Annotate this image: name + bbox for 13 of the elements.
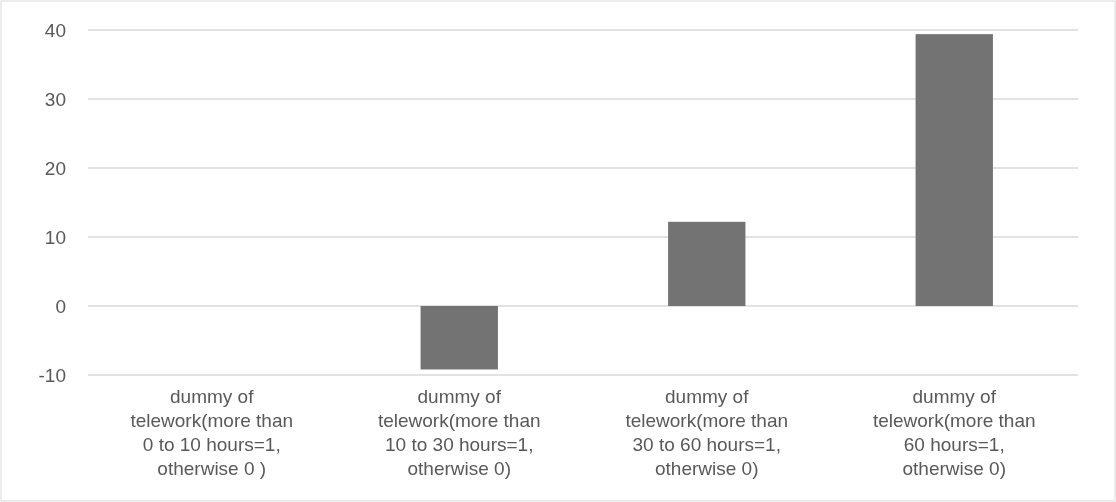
bar [420, 306, 498, 370]
x-tick-label: dummy of telework(more than 0 to 10 hours=1, otherwise 0 ) [130, 386, 294, 479]
y-tick-label: 20 [44, 157, 66, 179]
y-tick-label: 40 [44, 19, 66, 41]
y-tick-label: 30 [44, 88, 66, 110]
y-tick-label: -10 [38, 364, 66, 386]
x-tick-label: dummy of telework(more than 60 hours=1, otherwise 0) [872, 386, 1036, 479]
y-tick-label: 10 [44, 226, 66, 248]
x-tick-label: dummy of telework(more than 10 to 30 hours=1, otherwise 0) [377, 386, 541, 479]
y-tick-label: 0 [55, 295, 66, 317]
x-tick-label: dummy of telework(more than 30 to 60 hours=1, otherwise 0) [625, 386, 789, 479]
bar [668, 221, 746, 306]
bar [915, 34, 993, 306]
